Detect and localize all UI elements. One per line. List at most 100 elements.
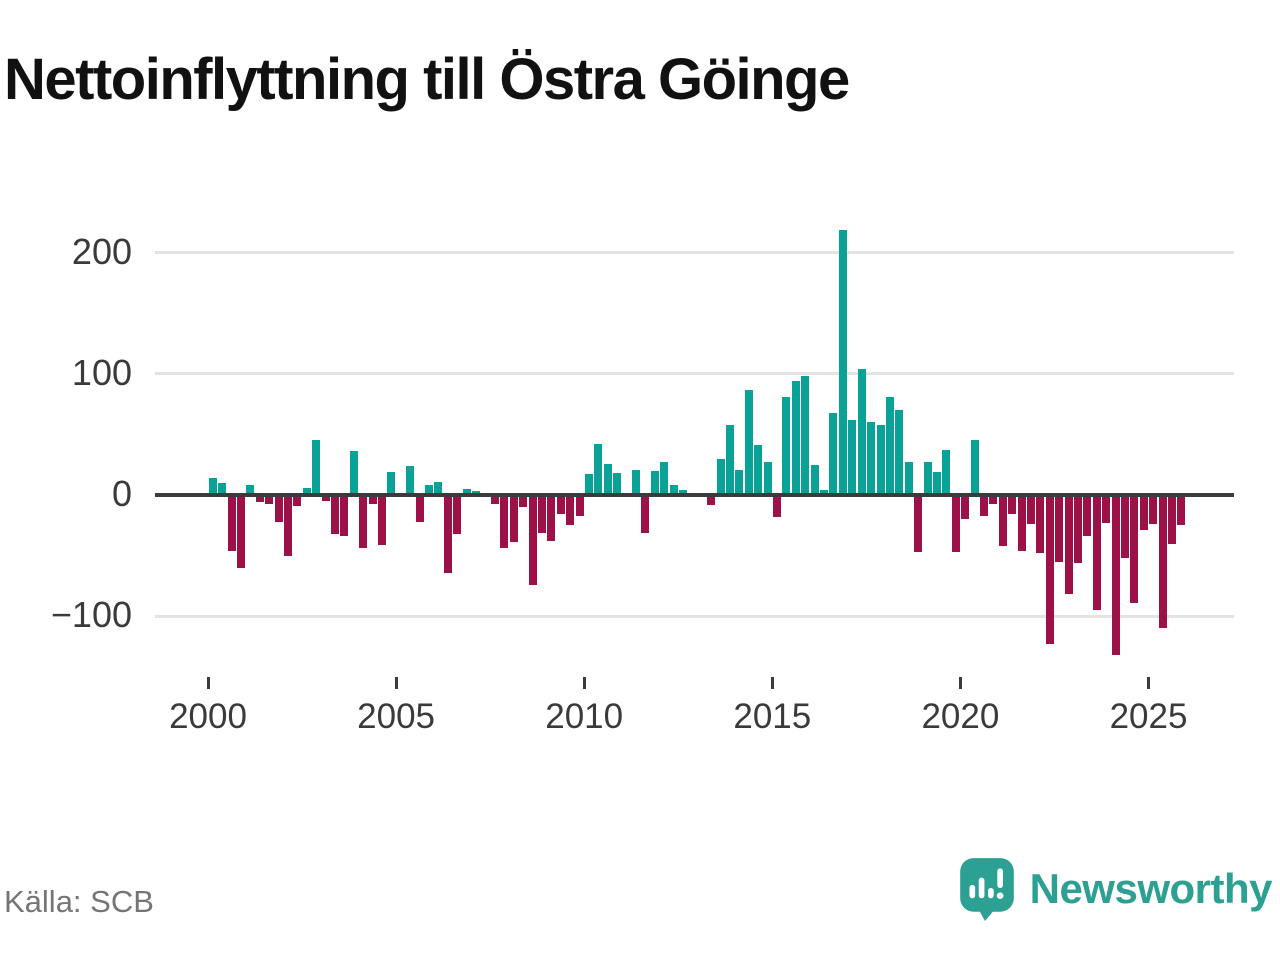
bar (453, 495, 462, 534)
bar (1026, 495, 1035, 525)
bar (378, 495, 386, 545)
x-axis-tick-label: 2025 (1109, 697, 1188, 736)
bar (801, 376, 810, 495)
bar (1074, 495, 1082, 563)
bar (331, 495, 339, 534)
y-axis-tick-label: −100 (50, 594, 132, 636)
bar (1139, 495, 1148, 531)
bar (923, 462, 932, 495)
bar (490, 495, 499, 504)
bar (415, 495, 424, 522)
x-tick-mark (1147, 677, 1150, 689)
bar (979, 495, 988, 516)
bar (820, 490, 828, 495)
bar (500, 495, 509, 549)
bar (754, 445, 763, 495)
bar (274, 495, 283, 522)
bar (744, 389, 753, 495)
bar (603, 463, 612, 495)
bar (716, 458, 725, 495)
bar (1121, 495, 1129, 558)
x-axis-tick-label: 2005 (357, 697, 436, 736)
bar (678, 490, 687, 495)
x-axis-tick-label: 2010 (545, 697, 624, 736)
bar (951, 495, 960, 552)
bar (791, 381, 800, 495)
bar (556, 495, 565, 515)
bar (867, 422, 875, 496)
bar (519, 495, 528, 508)
x-axis-tick-label: 2000 (169, 697, 247, 736)
x-axis-tick-label: 2015 (733, 697, 812, 736)
gridline (155, 614, 1234, 618)
gridline (155, 251, 1234, 254)
bar (1130, 495, 1139, 603)
bar (321, 495, 330, 502)
bar (462, 488, 471, 495)
bar (669, 485, 678, 495)
bar (876, 424, 885, 495)
bar (848, 419, 857, 495)
bar (773, 495, 781, 517)
bar (349, 451, 358, 495)
bar (509, 495, 518, 543)
x-tick-mark (958, 677, 962, 689)
bar (1102, 495, 1111, 523)
bar (594, 444, 603, 495)
bar (406, 465, 415, 495)
bar (829, 412, 838, 495)
zero-axis-line (155, 493, 1234, 497)
bar (660, 462, 669, 495)
gridline (155, 372, 1234, 376)
bar (1064, 495, 1073, 595)
bar (904, 462, 913, 495)
bar (885, 396, 894, 495)
y-axis-tick-label: 100 (71, 351, 132, 393)
bar (547, 495, 556, 542)
bar (368, 495, 377, 504)
bar (838, 229, 847, 495)
bar (914, 495, 923, 552)
bar (528, 495, 537, 585)
bar (425, 485, 433, 495)
x-tick-mark (582, 677, 586, 689)
bar (735, 469, 744, 495)
bar (650, 470, 659, 496)
bar (1017, 495, 1026, 551)
chart-title: Nettoinflyttning till Östra Göinge (4, 47, 850, 112)
bar (265, 495, 274, 504)
bar (387, 472, 396, 495)
x-tick-mark (770, 677, 774, 689)
y-axis-tick-label: 0 (111, 473, 132, 514)
bar (584, 474, 593, 495)
x-axis-tick-label: 2020 (921, 697, 1000, 736)
bar (227, 495, 236, 551)
bar (1092, 495, 1101, 611)
bar (726, 424, 734, 495)
bar (443, 495, 452, 573)
bar (236, 495, 245, 568)
source-note: Källa: SCB (4, 884, 154, 919)
bar (707, 495, 716, 505)
newsworthy-logo-text: Newsworthy (1029, 865, 1273, 912)
bar (961, 495, 970, 520)
bar (1149, 495, 1158, 525)
x-tick-mark (206, 677, 210, 689)
bar (631, 469, 640, 495)
newsworthy-logo-icon (958, 856, 1016, 922)
bar (1036, 495, 1045, 554)
bar (340, 495, 349, 537)
bar (932, 472, 941, 495)
newsworthy-logo: Newsworthy (958, 856, 1273, 922)
bar (895, 410, 904, 495)
bar (208, 478, 217, 495)
bar (989, 495, 998, 504)
bar (641, 495, 650, 533)
x-tick-mark (394, 677, 398, 689)
bar (293, 495, 302, 506)
bar (1158, 495, 1167, 629)
bar (763, 462, 772, 495)
bar (857, 368, 866, 495)
